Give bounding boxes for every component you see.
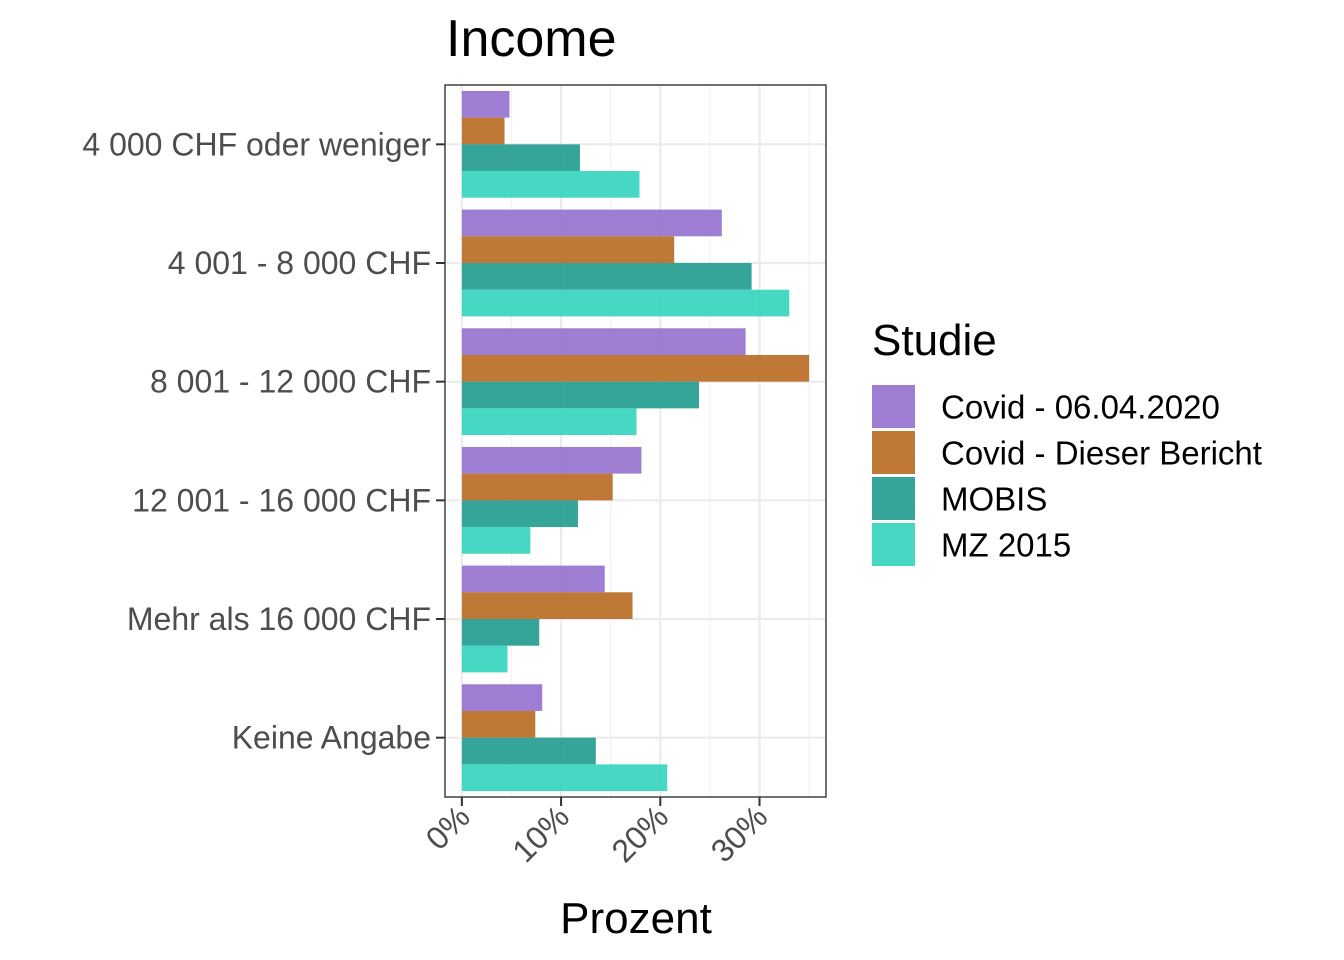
legend-title: Studie	[872, 316, 997, 365]
bar	[461, 592, 633, 619]
bar	[461, 354, 810, 382]
x-axis-label: Prozent	[560, 894, 712, 943]
legend-label: MOBIS	[941, 481, 1047, 518]
x-tick-label: 30%	[704, 798, 775, 869]
bar	[461, 171, 640, 198]
bar	[461, 117, 505, 145]
y-tick-label: Mehr als 16 000 CHF	[127, 601, 431, 637]
bar	[461, 737, 596, 765]
x-tick-label: 0%	[419, 798, 477, 856]
legend-key	[872, 431, 915, 474]
legend-label: Covid - Dieser Bericht	[941, 435, 1262, 472]
bar	[461, 527, 531, 554]
bar	[461, 381, 699, 409]
bar	[461, 565, 605, 593]
chart-title: Income	[446, 10, 617, 68]
legend-key	[872, 385, 915, 428]
y-tick-label: 12 001 - 16 000 CHF	[132, 482, 431, 518]
bar	[461, 289, 790, 317]
x-axis: 0% 10% 20% 30%	[419, 797, 775, 869]
y-tick-label: Keine Angabe	[232, 720, 431, 756]
y-tick-label: 4 001 - 8 000 CHF	[168, 245, 431, 281]
bar	[461, 684, 543, 711]
bar	[461, 236, 675, 263]
y-tick-label: 8 001 - 12 000 CHF	[150, 364, 431, 400]
bar	[461, 263, 752, 290]
bar	[461, 645, 508, 673]
x-tick-label: 20%	[605, 798, 676, 869]
bar	[461, 473, 613, 501]
plot-border	[444, 84, 827, 798]
y-tick-label: 4 000 CHF oder weniger	[82, 126, 431, 162]
bars-group	[461, 90, 810, 792]
plot-panel	[445, 85, 826, 797]
bar	[461, 710, 536, 738]
legend: Studie Covid - 06.04.2020 Covid - Dieser …	[872, 316, 1262, 566]
bar	[461, 500, 578, 528]
bar	[461, 90, 510, 118]
legend-label: Covid - 06.04.2020	[941, 389, 1220, 426]
bar	[461, 144, 580, 172]
legend-key	[872, 523, 915, 566]
bar	[461, 209, 722, 237]
y-axis: 4 000 CHF oder weniger 4 001 - 8 000 CHF 8…	[82, 126, 445, 756]
bar	[461, 408, 637, 436]
bar	[461, 764, 668, 792]
x-tick-label: 10%	[505, 798, 576, 869]
legend-label: MZ 2015	[941, 527, 1071, 564]
bar	[461, 446, 642, 474]
bar	[461, 619, 540, 646]
bar	[461, 328, 746, 355]
legend-key	[872, 477, 915, 520]
